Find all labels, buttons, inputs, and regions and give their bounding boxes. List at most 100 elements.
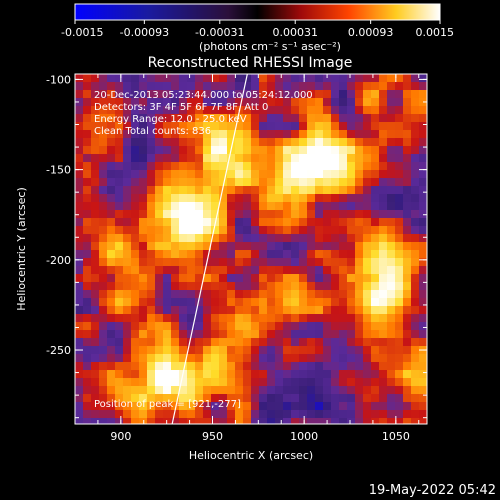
heatmap-cell [299, 410, 308, 419]
heatmap-cell [363, 178, 372, 187]
heatmap-cell [91, 354, 100, 363]
heatmap-cell [355, 394, 364, 403]
heatmap-cell [243, 146, 252, 155]
heatmap-cell [115, 90, 124, 99]
heatmap-cell [195, 194, 204, 203]
heatmap-cell [363, 154, 372, 163]
heatmap-cell [219, 186, 228, 195]
heatmap-cell [123, 162, 132, 171]
heatmap-cell [227, 106, 236, 115]
heatmap-cell [83, 346, 92, 355]
heatmap-cell [123, 146, 132, 155]
heatmap-cell [411, 322, 420, 331]
heatmap-cell [203, 322, 212, 331]
heatmap-cell [315, 186, 324, 195]
heatmap-cell [227, 250, 236, 259]
heatmap-cell [419, 234, 427, 243]
heatmap-cell [235, 370, 244, 379]
heatmap-cell [139, 74, 148, 83]
heatmap-cell [123, 82, 132, 91]
heatmap-cell [291, 338, 300, 347]
heatmap-cell [411, 306, 420, 315]
heatmap-cell [395, 266, 404, 275]
heatmap-cell [251, 314, 260, 323]
heatmap-cell [195, 346, 204, 355]
heatmap-cell [147, 90, 156, 99]
heatmap-cell [403, 90, 412, 99]
heatmap-cell [283, 386, 292, 395]
heatmap-cell [187, 410, 196, 419]
heatmap-cell [371, 122, 380, 131]
heatmap-cell [123, 226, 132, 235]
heatmap-cell [163, 322, 172, 331]
heatmap-cell [131, 394, 140, 403]
heatmap-cell [355, 186, 364, 195]
heatmap-cell [419, 138, 427, 147]
heatmap-cell [163, 82, 172, 91]
heatmap-cell [83, 338, 92, 347]
heatmap-cell [235, 170, 244, 179]
heatmap-cell [171, 402, 180, 411]
heatmap-cell [379, 402, 388, 411]
heatmap-cell [363, 322, 372, 331]
heatmap-cell [211, 226, 220, 235]
heatmap-cell [115, 314, 124, 323]
heatmap-cell [347, 218, 356, 227]
heatmap-cell [155, 170, 164, 179]
heatmap-cell [171, 370, 180, 379]
heatmap-cell [323, 82, 332, 91]
heatmap-cell [91, 170, 100, 179]
heatmap-cell [131, 90, 140, 99]
heatmap-cell [107, 154, 116, 163]
heatmap-cell [347, 178, 356, 187]
heatmap-cell [291, 266, 300, 275]
heatmap-cell [283, 330, 292, 339]
heatmap-cell [171, 378, 180, 387]
heatmap-cell [139, 162, 148, 171]
heatmap-cell [395, 338, 404, 347]
heatmap-cell [299, 130, 308, 139]
heatmap-cell [219, 210, 228, 219]
heatmap-cell [331, 250, 340, 259]
heatmap-cell [291, 162, 300, 171]
heatmap-cell [211, 322, 220, 331]
heatmap-cell [315, 290, 324, 299]
heatmap-cell [315, 306, 324, 315]
heatmap-cell [99, 162, 108, 171]
heatmap-cell [75, 210, 84, 219]
heatmap-cell [123, 330, 132, 339]
heatmap-cell [99, 210, 108, 219]
heatmap-cell [339, 106, 348, 115]
heatmap-cell [347, 410, 356, 419]
heatmap-cell [403, 306, 412, 315]
heatmap-cell [163, 226, 172, 235]
heatmap-cell [107, 74, 116, 83]
heatmap-cell [411, 354, 420, 363]
heatmap-cell [235, 386, 244, 395]
heatmap-cell [83, 114, 92, 123]
heatmap-cell [267, 218, 276, 227]
heatmap-cell [355, 346, 364, 355]
heatmap-cell [283, 162, 292, 171]
heatmap-cell [315, 114, 324, 123]
heatmap-cell [403, 114, 412, 123]
heatmap-cell [115, 250, 124, 259]
heatmap-cell [363, 274, 372, 283]
heatmap-cell [299, 162, 308, 171]
heatmap-cell [363, 234, 372, 243]
heatmap-cell [99, 98, 108, 107]
heatmap-cell [419, 386, 427, 395]
heatmap-cell [155, 418, 164, 424]
heatmap-cell [187, 106, 196, 115]
heatmap-cell [307, 338, 316, 347]
heatmap-cell [179, 154, 188, 163]
heatmap-cell [99, 298, 108, 307]
heatmap-cell [307, 362, 316, 371]
heatmap-cell [195, 418, 204, 424]
heatmap-cell [339, 234, 348, 243]
heatmap-cell [251, 122, 260, 131]
heatmap-cell [307, 138, 316, 147]
heatmap-cell [99, 82, 108, 91]
heatmap-cell [115, 178, 124, 187]
heatmap-cell [387, 178, 396, 187]
